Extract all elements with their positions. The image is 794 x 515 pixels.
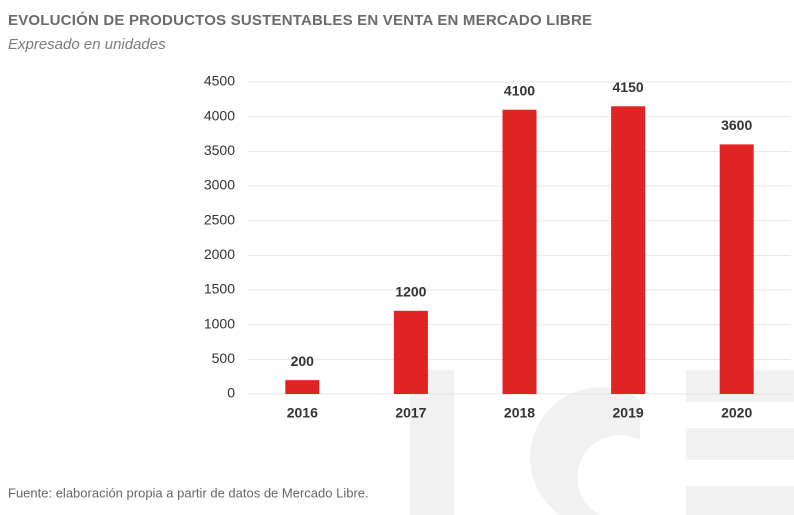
x-tick-label: 2020 <box>721 405 752 421</box>
data-label: 1200 <box>395 284 426 300</box>
y-tick-label: 4500 <box>204 73 235 89</box>
source-note: Fuente: elaboración propia a partir de d… <box>8 485 369 500</box>
y-tick-label: 500 <box>212 350 236 366</box>
data-label: 4150 <box>613 79 644 95</box>
x-tick-label: 2017 <box>395 405 426 421</box>
chart-subtitle: Expresado en unidades <box>8 36 166 53</box>
bar <box>611 106 646 395</box>
y-tick-label: 0 <box>227 385 235 401</box>
bar <box>719 144 754 394</box>
x-tick-label: 2019 <box>613 405 644 421</box>
chart-title: EVOLUCIÓN DE PRODUCTOS SUSTENTABLES EN V… <box>8 11 592 29</box>
y-tick-label: 3500 <box>204 142 235 158</box>
y-tick-label: 2000 <box>204 246 235 262</box>
bar <box>502 109 537 394</box>
x-tick-label: 2016 <box>287 405 318 421</box>
y-tick-label: 1000 <box>204 315 235 331</box>
x-tick-label: 2018 <box>504 405 535 421</box>
y-tick-label: 3000 <box>204 177 235 193</box>
y-tick-label: 2500 <box>204 211 235 227</box>
y-tick-label: 1500 <box>204 281 235 297</box>
bar <box>285 380 320 394</box>
bar <box>393 310 428 394</box>
data-label: 4100 <box>504 82 535 98</box>
y-tick-label: 4000 <box>204 107 235 123</box>
data-label: 3600 <box>721 117 752 133</box>
data-label: 200 <box>291 353 315 369</box>
